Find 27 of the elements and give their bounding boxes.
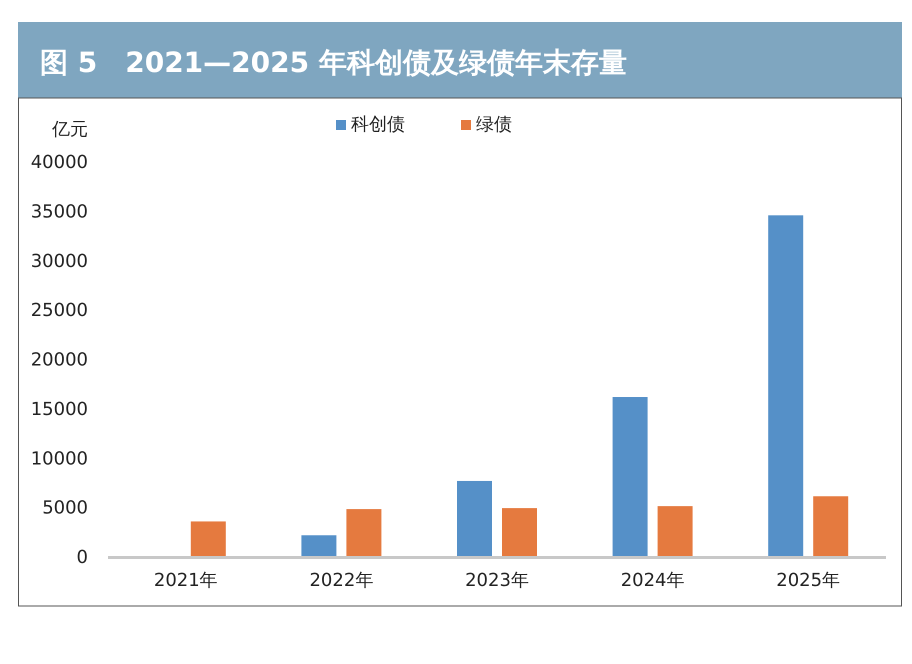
x-tick-label: 2024年: [620, 570, 685, 591]
x-tick-label: 2021年: [154, 570, 218, 591]
y-tick-label: 30000: [30, 250, 88, 272]
y-tick-label: 40000: [30, 152, 88, 173]
legend-label: 科创债: [351, 114, 405, 135]
y-tick-label: 15000: [30, 398, 88, 420]
bar: [301, 535, 336, 556]
y-tick-label: 25000: [30, 300, 88, 322]
bar: [346, 509, 382, 556]
bar: [190, 521, 226, 556]
x-tick-label: 2025年: [776, 570, 840, 591]
y-tick-label: 10000: [30, 448, 88, 470]
bar: [768, 215, 804, 556]
bar: [658, 506, 693, 556]
bar: [502, 508, 537, 556]
legend-label: 绿债: [476, 114, 512, 135]
y-tick-label: 0: [76, 547, 88, 568]
bar: [457, 480, 492, 556]
y-tick-label: 35000: [30, 201, 88, 222]
bar: [612, 397, 648, 556]
chart-title: 图 5 2021—2025 年科创债及绿债年末存量: [40, 46, 627, 79]
x-tick-label: 2023年: [465, 570, 529, 591]
y-axis-title: 亿元: [51, 119, 88, 140]
bar: [813, 496, 848, 556]
y-tick-label: 20000: [30, 350, 88, 370]
x-tick-label: 2022年: [309, 570, 374, 591]
y-tick-label: 5000: [42, 498, 88, 519]
